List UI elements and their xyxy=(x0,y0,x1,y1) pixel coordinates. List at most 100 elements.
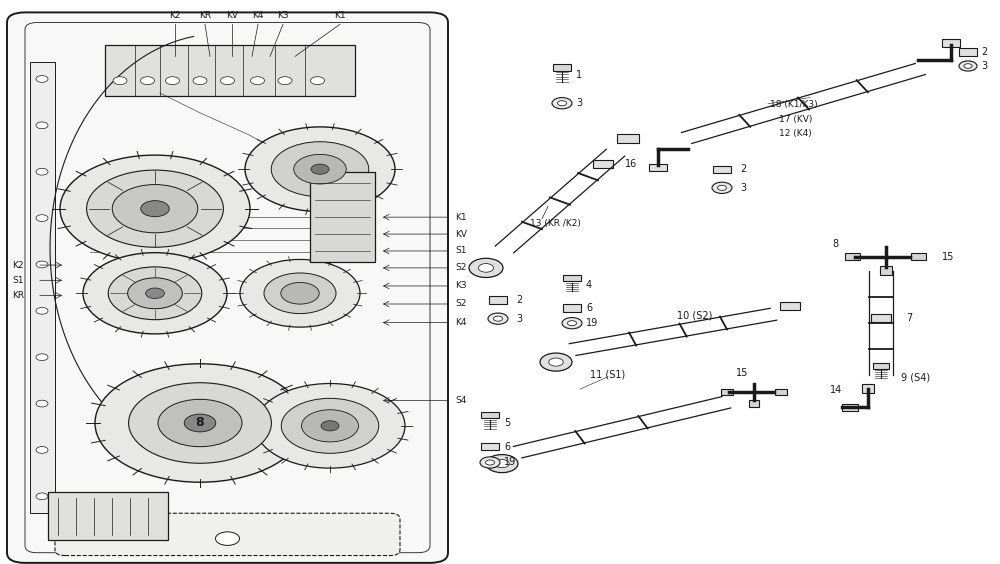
Circle shape xyxy=(60,155,250,262)
Circle shape xyxy=(36,215,48,222)
Circle shape xyxy=(83,253,227,334)
Circle shape xyxy=(712,182,732,193)
Bar xyxy=(593,160,613,168)
Circle shape xyxy=(718,186,726,191)
Text: 8: 8 xyxy=(832,239,838,249)
Circle shape xyxy=(141,201,169,217)
Bar xyxy=(942,39,960,47)
Circle shape xyxy=(264,273,336,314)
Circle shape xyxy=(478,263,494,272)
Text: S4: S4 xyxy=(455,396,466,405)
Text: KR: KR xyxy=(12,291,24,300)
Circle shape xyxy=(549,358,563,366)
Text: 11 (S1): 11 (S1) xyxy=(590,370,625,380)
Text: 9 (S4): 9 (S4) xyxy=(901,373,930,383)
Circle shape xyxy=(321,421,339,431)
Circle shape xyxy=(255,384,405,468)
Text: K1: K1 xyxy=(455,213,467,222)
Bar xyxy=(489,297,507,303)
Circle shape xyxy=(113,77,127,85)
Text: 6: 6 xyxy=(586,303,592,313)
Text: KR: KR xyxy=(199,11,211,20)
Circle shape xyxy=(108,267,202,320)
Circle shape xyxy=(158,399,242,447)
FancyBboxPatch shape xyxy=(55,513,400,556)
Bar xyxy=(649,164,667,171)
Text: S1: S1 xyxy=(12,276,24,285)
Circle shape xyxy=(128,278,182,309)
Text: 2: 2 xyxy=(516,295,522,305)
Circle shape xyxy=(311,164,329,174)
Circle shape xyxy=(129,383,271,463)
Circle shape xyxy=(302,409,358,442)
Text: 7: 7 xyxy=(906,312,912,323)
Text: 4: 4 xyxy=(586,280,592,290)
Circle shape xyxy=(220,77,234,85)
Circle shape xyxy=(310,77,324,85)
Bar xyxy=(749,399,759,407)
Text: S2: S2 xyxy=(455,299,466,309)
Bar xyxy=(105,45,355,96)
Text: 17 (KV): 17 (KV) xyxy=(779,115,812,124)
Circle shape xyxy=(184,414,216,432)
Text: 18 (K1/K3): 18 (K1/K3) xyxy=(770,100,818,109)
Bar xyxy=(873,363,889,369)
Circle shape xyxy=(36,354,48,360)
Text: 15: 15 xyxy=(736,368,748,378)
Bar xyxy=(553,64,571,71)
Text: 1: 1 xyxy=(576,70,582,80)
Circle shape xyxy=(964,64,972,68)
Text: 19: 19 xyxy=(586,318,598,328)
Circle shape xyxy=(240,259,360,327)
Text: S1: S1 xyxy=(455,246,466,255)
Circle shape xyxy=(146,288,164,298)
Text: 3: 3 xyxy=(516,314,522,324)
Circle shape xyxy=(36,261,48,268)
Text: 16: 16 xyxy=(625,158,637,169)
Text: KV: KV xyxy=(226,11,238,20)
Text: K3: K3 xyxy=(277,11,289,20)
Circle shape xyxy=(488,313,508,324)
Text: 2: 2 xyxy=(740,164,746,174)
Circle shape xyxy=(87,170,223,247)
Circle shape xyxy=(36,307,48,314)
Text: KV: KV xyxy=(455,230,467,239)
Circle shape xyxy=(36,168,48,175)
Text: 13 (KR /K2): 13 (KR /K2) xyxy=(530,219,581,228)
Bar xyxy=(871,314,891,321)
Circle shape xyxy=(112,184,198,233)
Circle shape xyxy=(245,127,395,212)
Bar xyxy=(48,492,168,540)
Circle shape xyxy=(36,400,48,407)
Text: 12 (K4): 12 (K4) xyxy=(779,130,812,139)
Text: 10 (S2): 10 (S2) xyxy=(677,311,712,321)
Circle shape xyxy=(562,318,582,329)
Text: K4: K4 xyxy=(455,318,466,327)
Circle shape xyxy=(95,364,305,482)
Circle shape xyxy=(281,398,379,453)
Circle shape xyxy=(495,460,509,468)
Text: K2: K2 xyxy=(12,261,24,270)
Bar xyxy=(845,253,860,260)
Bar xyxy=(911,253,926,260)
Circle shape xyxy=(568,320,576,326)
Circle shape xyxy=(486,460,494,465)
Bar xyxy=(617,134,639,143)
Circle shape xyxy=(294,155,346,184)
Text: 5: 5 xyxy=(504,418,510,428)
Bar xyxy=(780,302,800,310)
Text: K3: K3 xyxy=(455,281,467,290)
Circle shape xyxy=(141,77,155,85)
Circle shape xyxy=(486,455,518,473)
Text: 2: 2 xyxy=(981,47,987,57)
Text: K4: K4 xyxy=(252,11,264,20)
Text: 19: 19 xyxy=(504,457,516,468)
Text: S2: S2 xyxy=(455,263,466,272)
Bar xyxy=(713,166,731,173)
Bar xyxy=(563,305,581,311)
Text: 6: 6 xyxy=(504,442,510,452)
Circle shape xyxy=(36,493,48,500)
Circle shape xyxy=(271,142,369,197)
Circle shape xyxy=(494,316,503,321)
Circle shape xyxy=(36,76,48,82)
